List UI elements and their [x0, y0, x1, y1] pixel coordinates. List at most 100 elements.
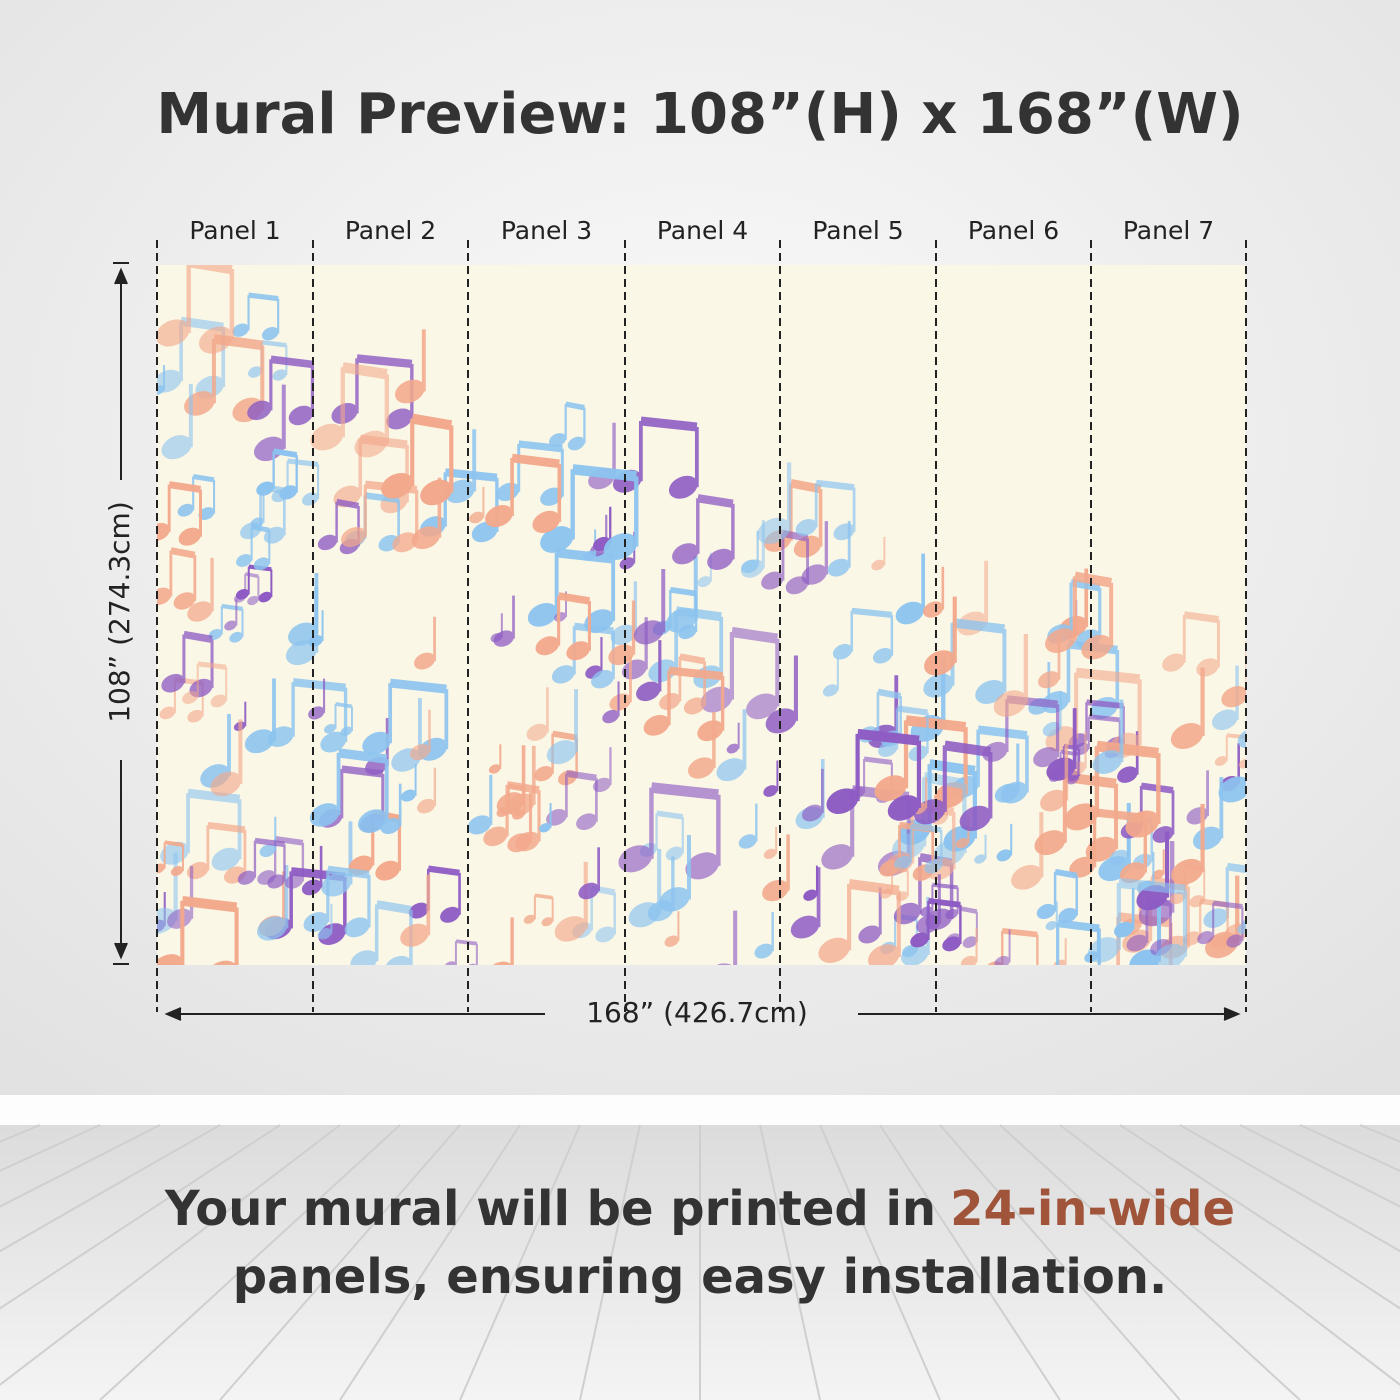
note-head — [496, 806, 510, 818]
note-head — [549, 433, 567, 447]
music-note — [187, 557, 214, 622]
note-head — [535, 636, 560, 656]
note-head — [762, 879, 789, 902]
note-head — [619, 557, 635, 570]
music-note — [160, 788, 242, 871]
note-beam — [183, 630, 213, 643]
note-head — [247, 400, 272, 421]
note-beam — [558, 592, 591, 605]
note-head — [945, 909, 959, 920]
note-beam — [565, 770, 597, 782]
music-note — [1087, 877, 1188, 965]
note-head — [763, 785, 778, 797]
note-head — [254, 436, 285, 462]
note-beam — [455, 939, 478, 946]
plank-line — [579, 1124, 641, 1400]
note-head — [247, 595, 259, 606]
music-note — [659, 653, 707, 715]
note-head — [170, 866, 184, 877]
note-beam — [192, 473, 215, 483]
music-note — [1162, 611, 1220, 677]
note-head — [160, 841, 189, 865]
note-head — [259, 844, 276, 858]
music-note — [1214, 733, 1246, 769]
note-head — [621, 659, 647, 680]
note-head — [801, 804, 823, 822]
music-note — [895, 553, 926, 625]
floor-planks — [0, 1124, 1400, 1400]
note-head — [827, 558, 850, 577]
note-beam — [181, 895, 238, 913]
music-note — [633, 569, 666, 645]
note-head — [232, 323, 250, 337]
note-head — [803, 889, 818, 901]
music-note — [1170, 667, 1205, 750]
note-beam — [1074, 571, 1113, 588]
note-head — [1214, 756, 1228, 766]
note-head — [643, 714, 670, 736]
note-beam — [573, 622, 614, 635]
note-beam — [877, 688, 902, 700]
note-head — [157, 522, 170, 541]
music-note — [994, 929, 1011, 965]
note-head — [591, 670, 614, 689]
note-head — [395, 379, 425, 404]
note-head — [959, 805, 992, 832]
note-head — [761, 571, 784, 590]
music-note — [285, 587, 319, 666]
note-head — [471, 521, 498, 543]
note-head — [1221, 686, 1246, 708]
note-head — [157, 954, 184, 965]
note-head — [211, 847, 241, 871]
note-head — [551, 665, 575, 684]
note-head — [636, 681, 661, 702]
music-note — [924, 596, 957, 676]
plank-line — [1119, 1124, 1400, 1310]
note-beam — [951, 618, 1005, 634]
note-beam — [518, 440, 563, 453]
note-head — [668, 475, 698, 499]
note-beam — [1226, 862, 1246, 874]
music-note — [317, 903, 333, 940]
footer-line-1: Your mural will be printed in 24-in-wide — [164, 1181, 1235, 1237]
note-head — [263, 526, 285, 544]
note-head — [790, 915, 820, 939]
note-head — [1045, 921, 1058, 931]
note-head — [878, 741, 898, 757]
music-note — [643, 666, 725, 742]
music-note — [1152, 849, 1165, 880]
music-note — [982, 695, 1060, 768]
note-beam — [640, 416, 698, 432]
note-head — [408, 902, 429, 919]
note-head — [354, 430, 388, 458]
note-head — [490, 632, 503, 643]
note-head — [765, 708, 797, 734]
note-head — [288, 405, 314, 426]
music-note — [324, 702, 353, 736]
music-note — [790, 867, 821, 939]
note-head — [754, 943, 774, 959]
note-head — [924, 859, 942, 874]
note-beam — [341, 765, 384, 778]
note-beam — [254, 837, 285, 848]
note-head — [738, 834, 757, 849]
music-note — [801, 768, 824, 822]
note-head — [157, 369, 182, 393]
note-head — [923, 601, 944, 618]
plank-line — [879, 1124, 1061, 1400]
note-head — [826, 788, 859, 814]
note-head — [602, 709, 620, 724]
note-head — [420, 479, 453, 506]
note-beam — [1118, 877, 1186, 895]
note-head — [161, 435, 192, 460]
note-head — [467, 815, 492, 835]
note-head — [210, 694, 227, 708]
music-note — [1045, 571, 1114, 660]
title: Mural Preview: 108”(H) x 168”(W) — [156, 82, 1243, 147]
note-head — [924, 650, 956, 676]
music-note — [1170, 863, 1206, 908]
music-note — [822, 658, 839, 697]
note-head — [285, 873, 304, 889]
music-note — [762, 834, 790, 902]
note-head — [167, 908, 193, 929]
